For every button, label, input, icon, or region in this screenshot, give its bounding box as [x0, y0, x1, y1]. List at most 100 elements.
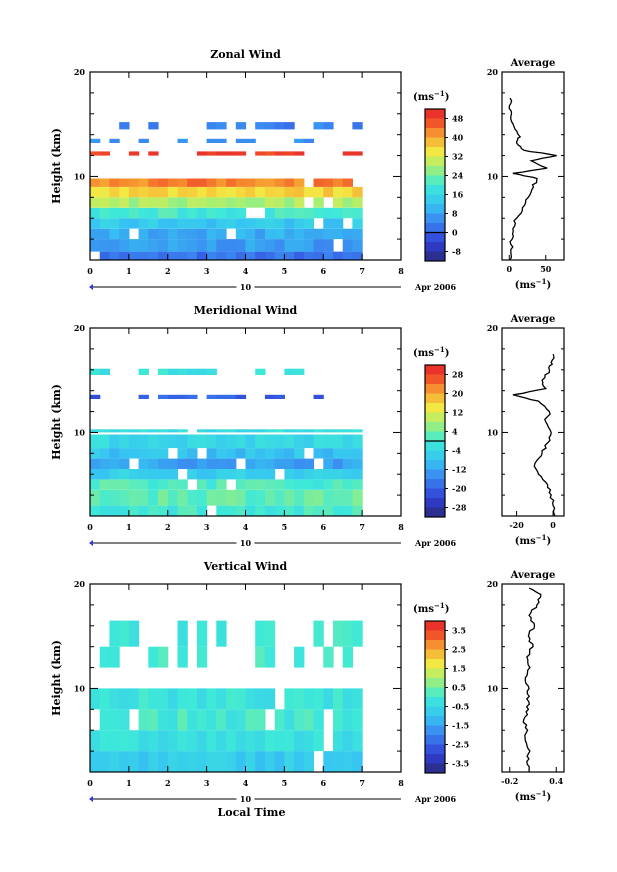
- x-tick-label: 0: [87, 522, 93, 532]
- data-cell: [128, 178, 140, 187]
- data-cell: [352, 218, 363, 229]
- data-cell: [128, 620, 140, 647]
- data-cell: [148, 646, 159, 668]
- data-cell: [342, 458, 353, 469]
- data-cell: [167, 751, 179, 772]
- data-cell: [177, 429, 188, 433]
- data-cell: [255, 434, 266, 449]
- data-cell: [158, 207, 169, 219]
- data-cell: [226, 505, 237, 516]
- data-cell: [274, 239, 285, 252]
- data-cell: [148, 239, 159, 252]
- data-cell: [294, 479, 305, 490]
- data-cell: [274, 178, 285, 187]
- data-cell: [90, 469, 101, 480]
- data-cell: [235, 730, 247, 752]
- data-cell: [323, 207, 334, 219]
- x-tick-label: 5: [282, 522, 288, 532]
- x-tick-label: 2: [165, 266, 171, 276]
- x-tick-label: 6: [320, 522, 326, 532]
- x-tick-label: 3: [204, 778, 210, 788]
- data-cell: [167, 207, 179, 219]
- data-cell: [187, 228, 198, 240]
- x-tick-label: 1: [126, 522, 132, 532]
- data-cell: [177, 730, 188, 752]
- colorbar-swatch: [425, 412, 445, 423]
- data-cell: [284, 186, 295, 198]
- date-tick-label: 10: [240, 538, 252, 548]
- data-cell: [264, 239, 276, 252]
- colorbar-swatch: [425, 213, 445, 224]
- colorbar-label: 28: [452, 370, 464, 380]
- data-cell: [206, 207, 217, 219]
- data-cell: [352, 251, 363, 260]
- data-cell: [294, 505, 305, 516]
- data-cell: [99, 186, 110, 198]
- data-cell: [226, 394, 237, 399]
- colorbar-swatch: [425, 431, 445, 442]
- data-cell: [245, 228, 256, 240]
- data-cell: [352, 620, 363, 647]
- data-cell: [284, 730, 295, 752]
- data-cell: [294, 646, 305, 668]
- data-cell: [352, 469, 363, 480]
- data-cell: [333, 709, 344, 731]
- data-cell: [158, 646, 169, 668]
- data-cell: [294, 429, 305, 433]
- data-cell: [99, 251, 110, 260]
- data-cell: [187, 730, 198, 752]
- data-cell: [206, 228, 217, 240]
- x-tick-label: 8: [398, 522, 404, 532]
- data-cell: [99, 458, 110, 469]
- data-cell: [294, 207, 305, 219]
- average-x-tick-label: 0: [507, 264, 513, 274]
- colorbar-unit-close: ): [445, 92, 450, 103]
- data-cell: [158, 709, 169, 731]
- data-cell: [177, 688, 188, 710]
- data-cell: [303, 207, 315, 219]
- data-cell: [313, 251, 324, 260]
- colorbar-swatch: [425, 668, 445, 679]
- colorbar-swatch: [425, 706, 445, 717]
- average-title: Average: [510, 58, 556, 69]
- data-cell: [177, 620, 188, 647]
- colorbar-swatch: [425, 242, 445, 252]
- data-cell: [342, 197, 353, 208]
- average-profile-line: [522, 587, 542, 772]
- data-cell: [294, 186, 305, 198]
- data-cell: [206, 197, 217, 208]
- data-cell: [167, 688, 179, 710]
- data-cell: [148, 448, 159, 459]
- data-cell: [226, 709, 237, 731]
- data-cell: [90, 730, 101, 752]
- data-cell: [226, 751, 237, 772]
- data-cell: [333, 178, 344, 187]
- data-cell: [187, 394, 198, 399]
- data-cell: [187, 505, 198, 516]
- average-y-tick-label: 20: [487, 323, 499, 333]
- data-cell: [158, 197, 169, 208]
- data-cell: [245, 218, 256, 229]
- colorbar-label: 3.5: [452, 626, 466, 636]
- data-cell: [138, 751, 149, 772]
- data-cell: [109, 197, 120, 208]
- data-cell: [255, 751, 266, 772]
- data-cell: [109, 458, 120, 469]
- data-cell: [138, 429, 149, 433]
- data-cell: [109, 434, 120, 449]
- data-cell: [255, 251, 266, 260]
- data-cell: [264, 448, 276, 459]
- data-cell: [158, 469, 169, 480]
- data-cell: [90, 186, 101, 198]
- data-cell: [216, 151, 227, 156]
- y-tick-label: 10: [74, 427, 86, 437]
- data-cell: [235, 479, 247, 490]
- data-cell: [294, 709, 305, 731]
- average-frame: [501, 327, 565, 517]
- data-cell: [177, 218, 188, 229]
- data-cell: [206, 138, 217, 143]
- data-cell: [274, 251, 285, 260]
- data-cell: [167, 186, 179, 198]
- colorbar-label: -8: [452, 247, 461, 257]
- data-cell: [333, 620, 344, 647]
